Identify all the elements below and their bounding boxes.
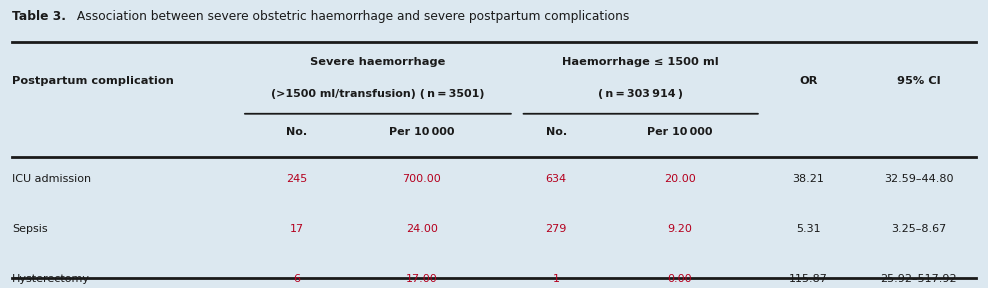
Text: Association between severe obstetric haemorrhage and severe postpartum complicat: Association between severe obstetric hae… (73, 10, 629, 23)
Text: 115.87: 115.87 (788, 274, 828, 284)
Text: 20.00: 20.00 (664, 174, 696, 183)
Text: 32.59–44.80: 32.59–44.80 (884, 174, 953, 183)
Text: Hysterectomy: Hysterectomy (12, 274, 90, 284)
Text: ICU admission: ICU admission (12, 174, 91, 183)
Text: (>1500 ml/transfusion) ( ​n = 3501): (>1500 ml/transfusion) ( ​n = 3501) (271, 89, 485, 98)
Text: 700.00: 700.00 (402, 174, 442, 183)
Text: 0.00: 0.00 (668, 274, 692, 284)
Text: Per 10 000: Per 10 000 (389, 128, 454, 137)
Text: 17.00: 17.00 (406, 274, 438, 284)
Text: 17: 17 (289, 224, 303, 234)
Text: Postpartum complication: Postpartum complication (12, 76, 174, 86)
Text: 1: 1 (552, 274, 560, 284)
Text: 279: 279 (545, 224, 567, 234)
Text: 38.21: 38.21 (792, 174, 824, 183)
Text: 5.31: 5.31 (796, 224, 820, 234)
Text: 25.92–517.92: 25.92–517.92 (880, 274, 957, 284)
Text: 245: 245 (286, 174, 307, 183)
Text: ( n = 303 914 ): ( n = 303 914 ) (598, 89, 684, 98)
Text: 3.25–8.67: 3.25–8.67 (891, 224, 947, 234)
Text: Severe haemorrhage: Severe haemorrhage (310, 57, 446, 67)
Text: 6: 6 (292, 274, 300, 284)
Text: 634: 634 (545, 174, 567, 183)
Text: Sepsis: Sepsis (12, 224, 47, 234)
Text: Haemorrhage ≤ 1500 ml: Haemorrhage ≤ 1500 ml (562, 57, 719, 67)
Text: OR: OR (799, 76, 817, 86)
Text: No.: No. (286, 128, 307, 137)
Text: 9.20: 9.20 (667, 224, 693, 234)
Text: No.: No. (545, 128, 567, 137)
Text: 24.00: 24.00 (406, 224, 438, 234)
Text: Per 10 000: Per 10 000 (647, 128, 712, 137)
Text: Table 3.: Table 3. (12, 10, 66, 23)
Text: 95% CI: 95% CI (897, 76, 941, 86)
